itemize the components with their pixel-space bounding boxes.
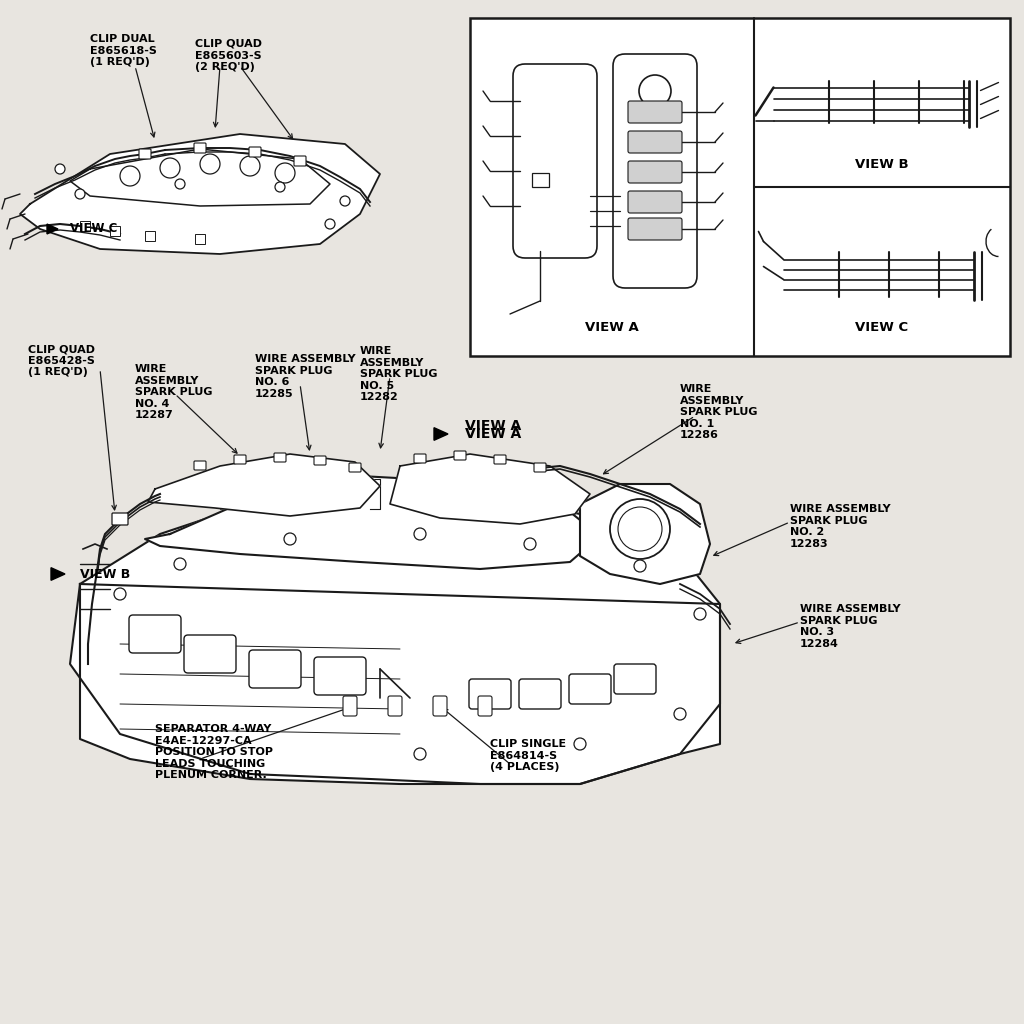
FancyBboxPatch shape <box>628 131 682 153</box>
Text: VIEW C: VIEW C <box>70 222 118 236</box>
FancyBboxPatch shape <box>194 143 206 153</box>
FancyBboxPatch shape <box>494 455 506 464</box>
FancyBboxPatch shape <box>274 453 286 462</box>
FancyBboxPatch shape <box>478 696 492 716</box>
Polygon shape <box>20 134 380 254</box>
Polygon shape <box>70 150 330 206</box>
FancyBboxPatch shape <box>80 221 90 231</box>
Text: VIEW A: VIEW A <box>465 427 521 441</box>
FancyBboxPatch shape <box>613 54 697 288</box>
FancyBboxPatch shape <box>519 679 561 709</box>
FancyBboxPatch shape <box>184 635 236 673</box>
FancyBboxPatch shape <box>314 456 326 465</box>
FancyBboxPatch shape <box>614 664 656 694</box>
Circle shape <box>414 748 426 760</box>
FancyBboxPatch shape <box>414 454 426 463</box>
FancyBboxPatch shape <box>139 150 151 159</box>
Text: CLIP SINGLE
E864814-S
(4 PLACES): CLIP SINGLE E864814-S (4 PLACES) <box>490 739 566 772</box>
Circle shape <box>674 708 686 720</box>
Polygon shape <box>390 454 590 524</box>
Text: WIRE
ASSEMBLY
SPARK PLUG
NO. 1
12286: WIRE ASSEMBLY SPARK PLUG NO. 1 12286 <box>680 384 758 440</box>
FancyBboxPatch shape <box>129 615 181 653</box>
FancyBboxPatch shape <box>234 455 246 464</box>
FancyBboxPatch shape <box>145 231 155 241</box>
Text: WIRE
ASSEMBLY
SPARK PLUG
NO. 5
12282: WIRE ASSEMBLY SPARK PLUG NO. 5 12282 <box>360 346 437 402</box>
FancyBboxPatch shape <box>343 696 357 716</box>
FancyBboxPatch shape <box>628 218 682 240</box>
Text: VIEW B: VIEW B <box>855 158 908 171</box>
Circle shape <box>175 179 185 189</box>
FancyBboxPatch shape <box>569 674 611 705</box>
Circle shape <box>340 196 350 206</box>
Polygon shape <box>70 489 720 784</box>
Text: VIEW C: VIEW C <box>855 321 908 334</box>
FancyBboxPatch shape <box>469 679 511 709</box>
Text: VIEW A: VIEW A <box>585 321 639 334</box>
FancyBboxPatch shape <box>249 147 261 157</box>
FancyBboxPatch shape <box>294 156 306 166</box>
FancyBboxPatch shape <box>194 461 206 470</box>
FancyBboxPatch shape <box>628 101 682 123</box>
FancyBboxPatch shape <box>110 226 120 236</box>
FancyBboxPatch shape <box>388 696 402 716</box>
FancyBboxPatch shape <box>454 451 466 460</box>
FancyBboxPatch shape <box>513 63 597 258</box>
FancyBboxPatch shape <box>349 463 361 472</box>
FancyBboxPatch shape <box>628 161 682 183</box>
Text: SEPARATOR 4-WAY
E4AE-12297-CA
POSITION TO STOP
LEADS TOUCHING
PLENUM CORNER.: SEPARATOR 4-WAY E4AE-12297-CA POSITION T… <box>155 724 273 780</box>
Circle shape <box>694 608 706 620</box>
Text: CLIP QUAD
E865603-S
(2 REQ'D): CLIP QUAD E865603-S (2 REQ'D) <box>195 39 262 73</box>
FancyBboxPatch shape <box>534 463 546 472</box>
Circle shape <box>75 189 85 199</box>
Text: WIRE
ASSEMBLY
SPARK PLUG
NO. 4
12287: WIRE ASSEMBLY SPARK PLUG NO. 4 12287 <box>135 364 213 421</box>
FancyBboxPatch shape <box>314 657 366 695</box>
FancyBboxPatch shape <box>112 513 128 525</box>
Circle shape <box>284 534 296 545</box>
FancyBboxPatch shape <box>249 650 301 688</box>
Polygon shape <box>434 428 449 440</box>
FancyBboxPatch shape <box>195 234 205 244</box>
FancyBboxPatch shape <box>532 173 549 187</box>
Circle shape <box>55 164 65 174</box>
FancyBboxPatch shape <box>628 191 682 213</box>
Text: VIEW B: VIEW B <box>80 567 130 581</box>
Text: CLIP DUAL
E865618-S
(1 REQ'D): CLIP DUAL E865618-S (1 REQ'D) <box>90 34 157 68</box>
Polygon shape <box>580 484 710 584</box>
Text: WIRE ASSEMBLY
SPARK PLUG
NO. 6
12285: WIRE ASSEMBLY SPARK PLUG NO. 6 12285 <box>255 354 355 398</box>
Polygon shape <box>51 567 65 581</box>
Polygon shape <box>80 584 720 784</box>
Circle shape <box>524 538 536 550</box>
Circle shape <box>114 588 126 600</box>
Text: WIRE ASSEMBLY
SPARK PLUG
NO. 2
12283: WIRE ASSEMBLY SPARK PLUG NO. 2 12283 <box>790 504 891 549</box>
Circle shape <box>275 182 285 193</box>
Circle shape <box>574 738 586 750</box>
Polygon shape <box>145 476 600 569</box>
FancyBboxPatch shape <box>433 696 447 716</box>
Circle shape <box>414 528 426 540</box>
Circle shape <box>325 219 335 229</box>
Text: CLIP QUAD
E865428-S
(1 REQ'D): CLIP QUAD E865428-S (1 REQ'D) <box>28 344 95 377</box>
Text: VIEW A: VIEW A <box>465 419 521 433</box>
Circle shape <box>174 558 186 570</box>
Polygon shape <box>47 224 58 233</box>
FancyBboxPatch shape <box>470 18 1010 356</box>
Circle shape <box>634 560 646 572</box>
Polygon shape <box>148 454 380 516</box>
Text: WIRE ASSEMBLY
SPARK PLUG
NO. 3
12284: WIRE ASSEMBLY SPARK PLUG NO. 3 12284 <box>800 604 901 649</box>
